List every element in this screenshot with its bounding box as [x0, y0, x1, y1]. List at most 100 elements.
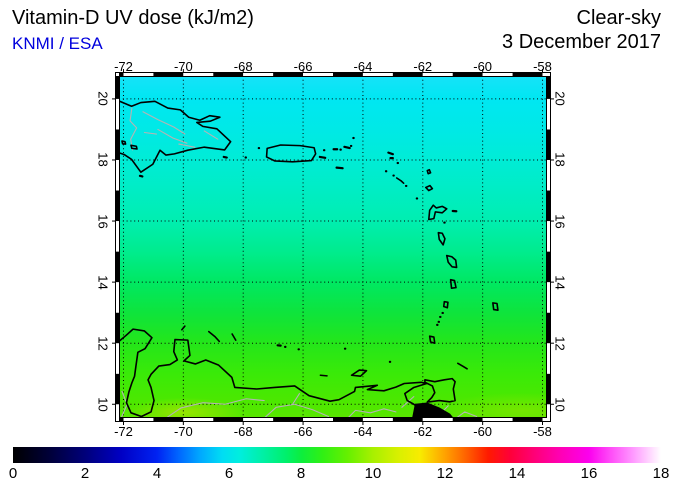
frame-segment — [115, 251, 119, 283]
lat-tick-label-left: 14 — [95, 274, 111, 290]
frame-segment — [547, 98, 551, 130]
border-haiti-dr — [130, 108, 137, 150]
lon-tick-label-bottom: -72 — [114, 423, 133, 439]
frame-segment — [547, 373, 551, 405]
coastline-south-america — [119, 329, 427, 418]
frame-segment — [123, 418, 154, 422]
frame-segment — [452, 418, 483, 422]
lat-tick-label-right: 12 — [552, 335, 568, 351]
colorbar-tick-label: 4 — [152, 465, 162, 482]
frame-segment — [547, 221, 551, 252]
lat-tick-label-right: 14 — [552, 274, 568, 290]
frame-segment — [547, 76, 551, 99]
colorbar-tick-label: 0 — [8, 465, 18, 482]
small-islands-dots — [140, 138, 456, 362]
colorbar-tick-label: 6 — [224, 465, 234, 482]
frame-segment — [115, 190, 119, 222]
colorbar-tick-label: 18 — [652, 465, 670, 482]
lakes-hispaniola — [122, 141, 137, 149]
frame-segment — [542, 72, 547, 76]
frame-segment — [115, 373, 119, 405]
frame-segment — [422, 418, 453, 422]
frame-segment — [362, 418, 393, 422]
lon-tick-label-bottom: -60 — [473, 423, 493, 439]
frame-segment — [115, 312, 119, 344]
frame-segment — [482, 72, 513, 76]
frame-segment — [392, 72, 423, 76]
lat-tick-label-left: 10 — [95, 397, 111, 412]
map-date-label: 3 December 2017 — [502, 31, 661, 53]
colorbar-tick-label: 8 — [296, 465, 306, 482]
lon-tick-label-top: -64 — [353, 58, 373, 74]
frame-segment — [115, 76, 119, 99]
frame-segment — [362, 72, 393, 76]
lat-tick-label-left: 18 — [95, 152, 111, 168]
frame-segment — [392, 418, 423, 422]
lon-tick-label-bottom: -58 — [533, 423, 552, 439]
coastline-hispaniola — [119, 100, 231, 172]
lat-tick-label-right: 18 — [552, 152, 568, 168]
frame-segment — [119, 72, 124, 76]
frame-segment — [547, 282, 551, 313]
coastline-puerto-rico — [267, 145, 316, 162]
lat-tick-label-left: 16 — [95, 213, 111, 229]
frame-segment — [333, 72, 363, 76]
lon-tick-label-bottom: -68 — [233, 423, 253, 439]
frame-segment — [153, 418, 184, 422]
frame-segment — [303, 418, 333, 422]
lon-tick-label-bottom: -70 — [173, 423, 193, 439]
sky-condition-label: Clear-sky — [576, 7, 661, 29]
frame-segment — [115, 221, 119, 252]
frame-segment — [303, 72, 333, 76]
coastlines-layer — [119, 76, 547, 418]
coastline-trinidad-tobago — [425, 363, 467, 402]
frame-segment — [547, 129, 551, 160]
frame-segment — [422, 72, 453, 76]
frame-segment — [153, 72, 184, 76]
frame-segment — [547, 404, 551, 418]
frame-segment — [333, 418, 363, 422]
lon-tick-label-bottom: -62 — [413, 423, 433, 439]
lat-tick-label-right: 16 — [552, 213, 568, 229]
frame-segment — [512, 72, 543, 76]
rivers-hispaniola — [143, 112, 218, 147]
lon-tick-label-top: -58 — [533, 58, 552, 74]
colorbar-tick-label: 10 — [364, 465, 382, 482]
frame-segment — [273, 72, 304, 76]
lon-tick-label-top: -68 — [233, 58, 253, 74]
frame-segment — [512, 418, 543, 422]
frame-segment — [273, 418, 304, 422]
coastline-abc-islands — [182, 326, 367, 376]
lon-tick-label-top: -60 — [473, 58, 493, 74]
map-frame — [112, 69, 554, 425]
lon-tick-label-top: -62 — [413, 58, 433, 74]
lon-tick-label-top: -66 — [293, 58, 313, 74]
frame-segment — [115, 98, 119, 130]
colorbar-tick-label: 16 — [580, 465, 598, 482]
frame-segment — [115, 159, 119, 191]
colorbar — [13, 447, 661, 463]
frame-segment — [213, 418, 244, 422]
lat-tick-label-left: 12 — [95, 335, 111, 351]
frame-segment — [123, 72, 154, 76]
frame-segment — [542, 418, 547, 422]
frame-segment — [547, 190, 551, 222]
lon-tick-label-bottom: -66 — [293, 423, 313, 439]
uv-dose-field — [119, 76, 547, 418]
colorbar-tick-label: 2 — [80, 465, 90, 482]
frame-segment — [119, 418, 124, 422]
lon-tick-label-top: -70 — [173, 58, 193, 74]
lon-tick-label-top: -72 — [114, 58, 133, 74]
lat-tick-label-right: 10 — [552, 397, 568, 412]
frame-segment — [482, 418, 513, 422]
frame-segment — [243, 418, 274, 422]
coastline-lesser-antilles — [397, 170, 498, 343]
frame-segment — [115, 343, 119, 374]
frame-outline — [119, 76, 547, 418]
data-source-label: KNMI / ESA — [12, 34, 103, 53]
frame-segment — [452, 72, 483, 76]
frame-outline — [115, 72, 551, 422]
frame-segment — [213, 72, 244, 76]
frame-segment — [547, 343, 551, 374]
